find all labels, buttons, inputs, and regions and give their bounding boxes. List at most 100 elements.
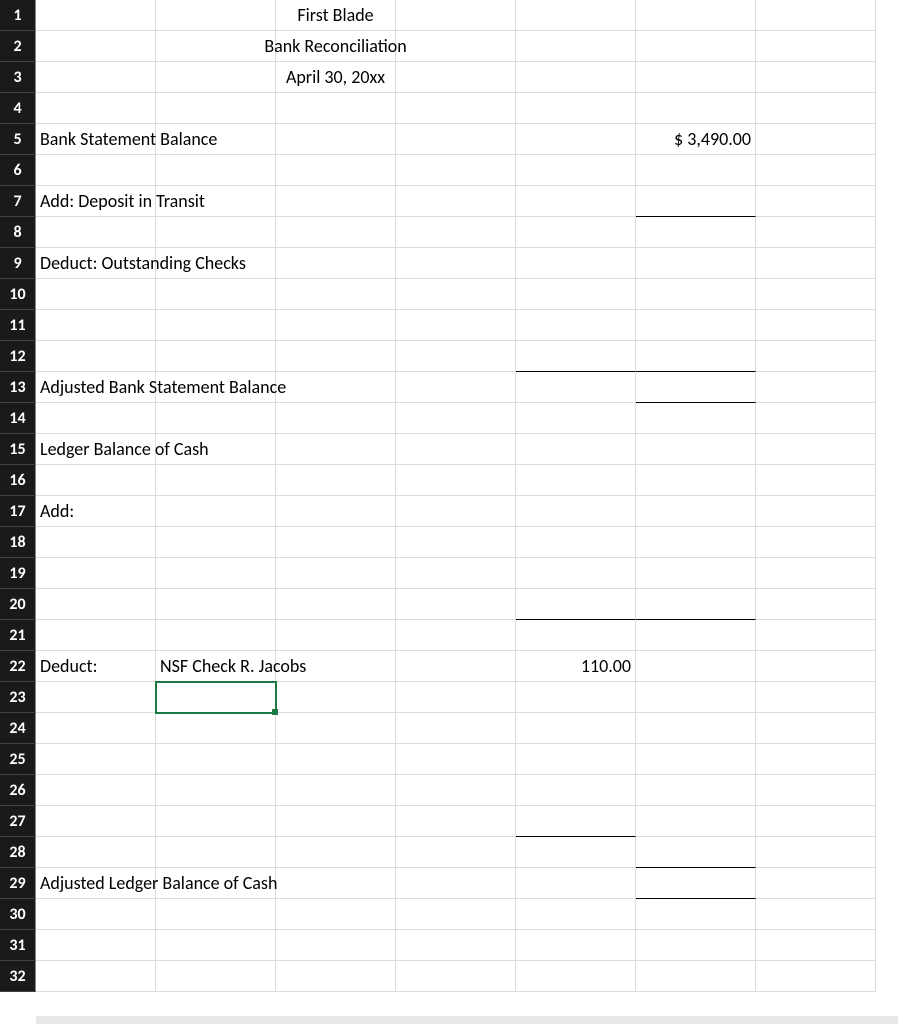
cell-E3[interactable] bbox=[396, 62, 516, 93]
cell-E24[interactable] bbox=[396, 713, 516, 744]
cell-F30[interactable] bbox=[516, 899, 636, 930]
cell-C10[interactable] bbox=[156, 279, 276, 310]
cell-D9[interactable] bbox=[276, 248, 396, 279]
cell-F32[interactable] bbox=[516, 961, 636, 992]
row-header[interactable]: 29 bbox=[0, 868, 36, 899]
cell-F18[interactable] bbox=[516, 527, 636, 558]
cell-B1[interactable] bbox=[36, 0, 156, 31]
row-header[interactable]: 8 bbox=[0, 217, 36, 248]
cell-B28[interactable] bbox=[36, 837, 156, 868]
cell-G11[interactable] bbox=[636, 310, 756, 341]
cell-B32[interactable] bbox=[36, 961, 156, 992]
cell-G7[interactable] bbox=[636, 186, 756, 217]
cell-E14[interactable] bbox=[396, 403, 516, 434]
cell-D27[interactable] bbox=[276, 806, 396, 837]
cell-B2[interactable] bbox=[36, 31, 156, 62]
row-header[interactable]: 21 bbox=[0, 620, 36, 651]
cell-G12[interactable] bbox=[636, 341, 756, 372]
cell-F4[interactable] bbox=[516, 93, 636, 124]
cell-E15[interactable] bbox=[396, 434, 516, 465]
cell-D25[interactable] bbox=[276, 744, 396, 775]
row-header[interactable]: 19 bbox=[0, 558, 36, 589]
cell-D7[interactable] bbox=[276, 186, 396, 217]
cell-E4[interactable] bbox=[396, 93, 516, 124]
cell-G32[interactable] bbox=[636, 961, 756, 992]
cell-C30[interactable] bbox=[156, 899, 276, 930]
cell-D5[interactable] bbox=[276, 124, 396, 155]
cell-D24[interactable] bbox=[276, 713, 396, 744]
cell-E7[interactable] bbox=[396, 186, 516, 217]
cell-H18[interactable] bbox=[756, 527, 876, 558]
cell-E16[interactable] bbox=[396, 465, 516, 496]
cell-E30[interactable] bbox=[396, 899, 516, 930]
cell-E23[interactable] bbox=[396, 682, 516, 713]
cell-F29[interactable] bbox=[516, 868, 636, 899]
cell-H3[interactable] bbox=[756, 62, 876, 93]
cell-C2[interactable] bbox=[156, 31, 276, 62]
cell-H22[interactable] bbox=[756, 651, 876, 682]
cell-G31[interactable] bbox=[636, 930, 756, 961]
cell-C19[interactable] bbox=[156, 558, 276, 589]
cell-F5[interactable] bbox=[516, 124, 636, 155]
row-header[interactable]: 4 bbox=[0, 93, 36, 124]
cell-C16[interactable] bbox=[156, 465, 276, 496]
cell-E6[interactable] bbox=[396, 155, 516, 186]
row-header[interactable]: 30 bbox=[0, 899, 36, 930]
cell-E25[interactable] bbox=[396, 744, 516, 775]
cell-C27[interactable] bbox=[156, 806, 276, 837]
cell-B10[interactable] bbox=[36, 279, 156, 310]
cell-G26[interactable] bbox=[636, 775, 756, 806]
cell-F26[interactable] bbox=[516, 775, 636, 806]
cell-H20[interactable] bbox=[756, 589, 876, 620]
cell-E9[interactable] bbox=[396, 248, 516, 279]
cell-H6[interactable] bbox=[756, 155, 876, 186]
cell-F14[interactable] bbox=[516, 403, 636, 434]
cell-C32[interactable] bbox=[156, 961, 276, 992]
cell-C4[interactable] bbox=[156, 93, 276, 124]
cell-F3[interactable] bbox=[516, 62, 636, 93]
cell-E22[interactable] bbox=[396, 651, 516, 682]
cell-G2[interactable] bbox=[636, 31, 756, 62]
cell-D16[interactable] bbox=[276, 465, 396, 496]
cell-C31[interactable] bbox=[156, 930, 276, 961]
cell-B14[interactable] bbox=[36, 403, 156, 434]
cell-H16[interactable] bbox=[756, 465, 876, 496]
cell-G24[interactable] bbox=[636, 713, 756, 744]
cell-C3[interactable] bbox=[156, 62, 276, 93]
cell-G1[interactable] bbox=[636, 0, 756, 31]
cell-D17[interactable] bbox=[276, 496, 396, 527]
cell-F12[interactable] bbox=[516, 341, 636, 372]
cell-H7[interactable] bbox=[756, 186, 876, 217]
cell-F9[interactable] bbox=[516, 248, 636, 279]
cell-F2[interactable] bbox=[516, 31, 636, 62]
row-header[interactable]: 16 bbox=[0, 465, 36, 496]
cell-H28[interactable] bbox=[756, 837, 876, 868]
cell-F16[interactable] bbox=[516, 465, 636, 496]
cell-H1[interactable] bbox=[756, 0, 876, 31]
cell-G29[interactable] bbox=[636, 868, 756, 899]
cell-G16[interactable] bbox=[636, 465, 756, 496]
cell-D20[interactable] bbox=[276, 589, 396, 620]
cell-B22[interactable]: Deduct: bbox=[36, 651, 156, 682]
cell-G5[interactable]: $ 3,490.00 bbox=[636, 124, 756, 155]
cell-E31[interactable] bbox=[396, 930, 516, 961]
cell-H13[interactable] bbox=[756, 372, 876, 403]
cell-H30[interactable] bbox=[756, 899, 876, 930]
cell-D31[interactable] bbox=[276, 930, 396, 961]
row-header[interactable]: 2 bbox=[0, 31, 36, 62]
cell-G9[interactable] bbox=[636, 248, 756, 279]
cell-H10[interactable] bbox=[756, 279, 876, 310]
cell-C6[interactable] bbox=[156, 155, 276, 186]
cell-H21[interactable] bbox=[756, 620, 876, 651]
cell-G13[interactable] bbox=[636, 372, 756, 403]
cell-H4[interactable] bbox=[756, 93, 876, 124]
cell-G18[interactable] bbox=[636, 527, 756, 558]
cell-F11[interactable] bbox=[516, 310, 636, 341]
cell-B15[interactable]: Ledger Balance of Cash bbox=[36, 434, 156, 465]
cell-G22[interactable] bbox=[636, 651, 756, 682]
cell-H2[interactable] bbox=[756, 31, 876, 62]
cell-E1[interactable] bbox=[396, 0, 516, 31]
cell-F6[interactable] bbox=[516, 155, 636, 186]
cell-H24[interactable] bbox=[756, 713, 876, 744]
cell-B25[interactable] bbox=[36, 744, 156, 775]
